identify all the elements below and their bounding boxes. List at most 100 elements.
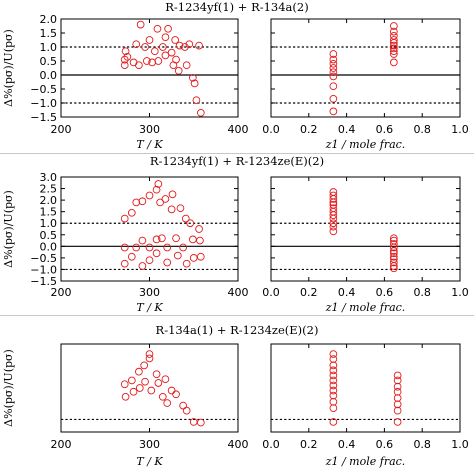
chart3-right-xtick-label: 0.2 — [300, 438, 318, 451]
chart3-left-data-point — [158, 392, 167, 401]
chart2-right-data-point — [329, 222, 338, 231]
chart3-left-data-point — [172, 390, 180, 399]
chart3-left-data-point — [145, 354, 154, 363]
chart3-right-data-point — [393, 376, 402, 385]
chart1-right-xtick-label: 0.6 — [376, 123, 394, 136]
chart1-left-ytick-label: 0.0 — [40, 69, 58, 82]
chart1-left-ytick-label: 1.0 — [40, 41, 58, 54]
chart1-left-data-point — [164, 24, 172, 33]
chart3-left-xtick-label: 400 — [228, 438, 249, 451]
chart1-left-data-point — [153, 24, 162, 33]
chart3-right-data-point — [393, 418, 402, 426]
chart3-right-data-point — [329, 376, 338, 385]
chart2-left-ytick-label: 0.0 — [40, 240, 58, 253]
row-separator-1 — [0, 153, 474, 154]
chart3-right-data-point — [393, 400, 402, 409]
chart3-left-data-point — [127, 376, 136, 385]
chart3-left-data-point — [120, 380, 129, 389]
chart3-right-data-point — [329, 404, 338, 412]
chart3-left-data-point — [129, 387, 138, 396]
chart2-left-data-point — [156, 198, 164, 207]
chart2-left-data-point — [127, 252, 136, 261]
chart2-left-data-point — [186, 219, 195, 228]
chart1-left-data-point — [121, 47, 130, 56]
chart1-left-xtick-label: 300 — [139, 123, 160, 136]
chart2-right-xtick-label: 0.4 — [338, 286, 356, 299]
chart1-right-data-point — [390, 27, 398, 36]
chart1-left-data-point — [136, 20, 145, 29]
chart3-left-data-point — [152, 370, 161, 379]
chart2-left-data-point — [179, 243, 187, 252]
chart1-right-data-point — [329, 50, 338, 58]
chart2-left-data-point — [132, 198, 141, 207]
chart3-right-data-point — [329, 381, 338, 390]
chart2-left-data-point — [127, 208, 136, 217]
chart2-left-data-point — [152, 235, 161, 244]
chart3-right-data-point — [329, 350, 338, 358]
chart2-left-data-point — [154, 180, 163, 188]
chart1-right-data-point — [390, 22, 398, 30]
chart1-left-frame — [60, 18, 239, 118]
chart1-left-data-point — [190, 79, 199, 88]
chart3-left-data-point — [147, 386, 156, 395]
chart2-left-data-point — [167, 205, 176, 214]
chart3-right-xtick-label: 0.0 — [262, 438, 280, 451]
chart1-left-data-point — [185, 40, 194, 49]
chart3-left-data-point — [161, 375, 170, 384]
chart1-left-xtick-label: 400 — [228, 123, 249, 136]
chart3-left-data-point — [145, 350, 154, 358]
chart2-left-data-point — [158, 234, 166, 243]
chart3-right-data-point — [393, 382, 402, 391]
chart1-left-data-point — [171, 36, 180, 44]
chart1-right-data-point — [390, 44, 398, 53]
chart1-right-data-point — [329, 82, 338, 91]
chart3-left-xtick-label: 300 — [139, 438, 160, 451]
chart1-left-data-point — [120, 61, 129, 70]
chart2-left-data-point — [189, 254, 198, 262]
chart2-right-xtick-label: 0.6 — [376, 286, 394, 299]
chart3-left-data-point — [140, 361, 149, 370]
chart3-right-data-point — [393, 387, 402, 396]
chart1-left-ytick-label: −1.5 — [30, 111, 57, 124]
chart2-right-data-point — [329, 219, 338, 228]
chart2-left-data-point — [182, 259, 191, 268]
chart3-ylabel: Δ%(pσ)/U(pσ) — [2, 349, 15, 427]
chart2-left-data-point — [163, 243, 172, 252]
chart3-right-data-point — [329, 355, 338, 363]
chart1-left-xlabel: T / K — [136, 138, 163, 151]
chart1-right-xtick-label: 0.2 — [300, 123, 318, 136]
chart1-left-data-point — [196, 108, 205, 117]
chart2-right-data-point — [329, 195, 338, 203]
chart2-left-data-point — [195, 225, 203, 233]
chart2-left-data-point — [172, 234, 180, 243]
chart1-ylabel: Δ%(pσ)/U(pσ) — [2, 29, 15, 107]
chart2-right-data-point — [390, 243, 398, 252]
chart3-left-data-point — [196, 418, 205, 427]
chart1-left-data-point — [135, 61, 143, 70]
chart2-left-ytick-label: 3.0 — [40, 171, 58, 184]
chart2-left-data-point — [152, 185, 161, 194]
chart3-title: R-134a(1) + R-1234ze(E)(2) — [156, 323, 319, 337]
chart2-left-data-point — [145, 243, 154, 252]
chart2-right-data-point — [329, 227, 338, 236]
chart2-left-xlabel: T / K — [136, 301, 163, 314]
chart3-right-data-point — [393, 406, 402, 415]
chart2-right-data-point — [390, 252, 398, 261]
chart2-right-data-point — [329, 214, 338, 223]
chart2-left-data-point — [145, 191, 154, 200]
chart2-right-data-point — [390, 247, 398, 255]
chart2-right-data-point — [390, 264, 398, 273]
chart2-left-data-point — [189, 235, 197, 244]
chart1-left-data-point — [167, 48, 176, 57]
chart2-left-data-point — [138, 197, 147, 206]
chart1-left-data-point — [174, 66, 183, 75]
chart1-right-data-point — [390, 38, 398, 47]
chart3-right-xtick-label: 1.0 — [451, 438, 469, 451]
chart2-left-xtick-label: 300 — [139, 286, 160, 299]
chart1-right-frame — [270, 18, 461, 118]
chart1-left-data-point — [150, 47, 159, 56]
chart2-left-ytick-label: −1.0 — [30, 263, 57, 276]
chart3-left-data-point — [141, 377, 149, 386]
chart2-right-data-point — [329, 211, 338, 219]
